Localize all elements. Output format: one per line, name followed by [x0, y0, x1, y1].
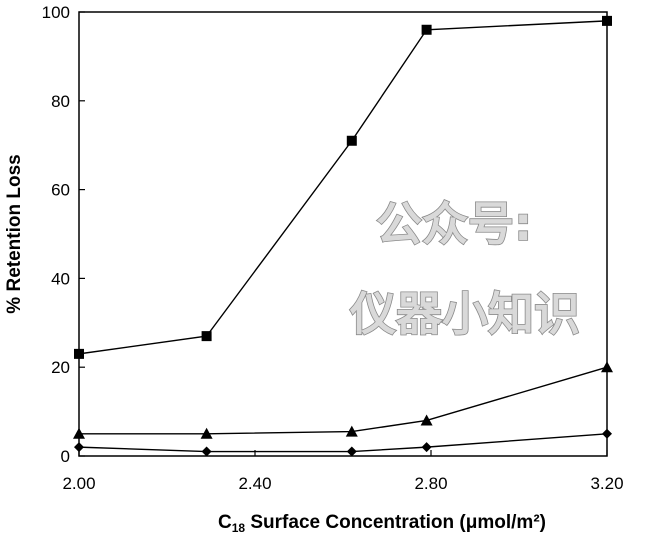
data-point-diamond [201, 446, 212, 457]
x-tick-label: 2.40 [238, 474, 271, 493]
data-point-diamond [421, 442, 432, 453]
y-tick-label: 60 [51, 181, 70, 200]
x-tick-label: 2.00 [62, 474, 95, 493]
data-point-square [346, 135, 357, 146]
x-axis-title: C18 Surface Concentration (μmol/m²) [218, 512, 546, 535]
watermark-line-1: 公众号: [376, 197, 532, 251]
x-axis-title-subscript: 18 [232, 521, 246, 535]
x-axis-ticks: 2.00 2.40 2.80 3.20 [62, 450, 624, 493]
y-axis-title: % Retention Loss [4, 154, 25, 313]
data-point-triangle [345, 425, 358, 437]
data-point-square [74, 348, 84, 359]
data-point-square [602, 15, 612, 26]
data-point-diamond [74, 442, 84, 453]
y-tick-label: 0 [61, 447, 70, 466]
data-point-diamond [602, 428, 612, 439]
data-point-diamond [346, 446, 357, 457]
plot-area [78, 11, 608, 457]
data-point-square [421, 24, 432, 35]
x-tick-label: 2.80 [414, 474, 447, 493]
y-tick-label: 100 [42, 3, 70, 22]
data-point-triangle [73, 427, 85, 439]
x-axis-title-rest: Surface Concentration (μmol/m²) [245, 512, 546, 533]
data-point-square [201, 331, 212, 342]
y-tick-label: 20 [51, 358, 70, 377]
y-tick-label: 40 [51, 269, 70, 288]
data-point-triangle [200, 427, 213, 439]
watermark-line-2: 仪器小知识 [349, 287, 580, 341]
data-point-triangle [601, 361, 613, 373]
data-point-triangle [420, 414, 433, 426]
x-tick-label: 3.20 [590, 474, 623, 493]
y-axis-ticks: 0 20 40 60 80 100 [42, 3, 85, 466]
y-tick-label: 80 [51, 92, 70, 111]
series-layer [73, 15, 613, 457]
